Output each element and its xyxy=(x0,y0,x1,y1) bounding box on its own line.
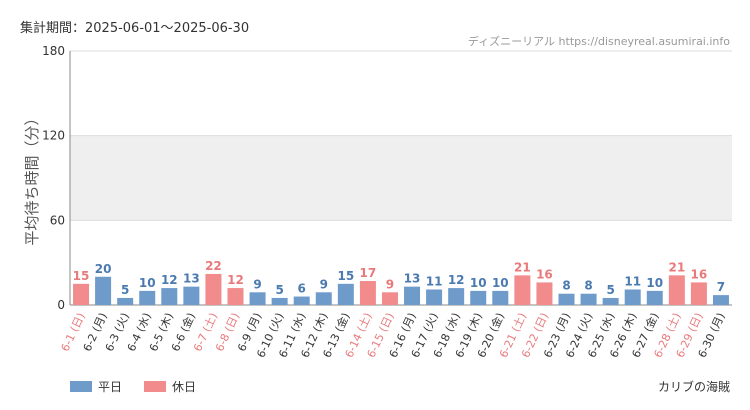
bar xyxy=(95,276,112,305)
bar xyxy=(668,275,685,305)
bar xyxy=(249,292,266,305)
data-label: 6 xyxy=(298,282,306,296)
data-label: 10 xyxy=(492,276,509,290)
data-label: 21 xyxy=(668,260,685,274)
bar xyxy=(426,289,443,305)
data-label: 10 xyxy=(646,276,663,290)
data-label: 11 xyxy=(426,274,443,288)
bar xyxy=(205,273,222,305)
legend-swatch-holiday xyxy=(144,381,167,392)
bar xyxy=(646,290,663,305)
data-label: 5 xyxy=(121,283,129,297)
period-label: 集計期間：2025-06-01～2025-06-30 xyxy=(20,21,250,36)
bar xyxy=(359,281,376,305)
bar xyxy=(161,288,178,305)
data-label: 9 xyxy=(386,277,394,291)
attraction-name: カリブの海賊 xyxy=(657,380,730,394)
data-label: 9 xyxy=(253,277,261,291)
data-label: 20 xyxy=(95,262,112,276)
bar xyxy=(536,282,553,305)
legend-item-holiday: 休日 xyxy=(144,378,196,395)
data-label: 15 xyxy=(337,269,354,283)
source-label: ディズニーリアル https://disneyreal.asumirai.inf… xyxy=(467,35,730,48)
bar xyxy=(337,283,354,305)
bar xyxy=(470,290,487,305)
bar xyxy=(558,293,575,305)
bar xyxy=(448,288,465,305)
bar xyxy=(514,275,531,305)
bar xyxy=(293,296,310,305)
data-label: 22 xyxy=(205,259,222,273)
data-label: 16 xyxy=(536,267,553,281)
y-tick-label: 60 xyxy=(50,213,65,227)
legend-label-holiday: 休日 xyxy=(172,380,197,394)
bar xyxy=(404,286,421,305)
data-label: 15 xyxy=(73,269,90,283)
legend-item-weekday: 平日 xyxy=(70,378,122,395)
legend-label-weekday: 平日 xyxy=(98,380,123,394)
data-label: 12 xyxy=(448,273,465,287)
bar xyxy=(183,286,200,305)
y-tick-label: 120 xyxy=(42,129,65,143)
legend-swatch-weekday xyxy=(70,381,92,392)
y-tick-label: 0 xyxy=(57,298,65,312)
data-label: 13 xyxy=(404,272,421,286)
bar xyxy=(602,297,619,305)
data-label: 8 xyxy=(562,279,570,293)
legend: 平日 休日 xyxy=(70,378,196,395)
bar xyxy=(117,297,134,305)
data-label: 12 xyxy=(161,273,178,287)
data-label: 11 xyxy=(624,274,641,288)
data-label: 8 xyxy=(584,279,592,293)
shaded-band xyxy=(70,135,732,221)
data-label: 9 xyxy=(320,277,328,291)
data-label: 5 xyxy=(606,283,614,297)
y-axis-title: 平均待ち時間（分） xyxy=(23,110,41,245)
bar xyxy=(381,292,398,305)
bar xyxy=(139,290,156,305)
data-label: 7 xyxy=(717,280,725,294)
bar xyxy=(690,282,707,305)
bar xyxy=(227,288,244,305)
data-label: 16 xyxy=(691,267,708,281)
data-label: 5 xyxy=(275,283,283,297)
data-label: 10 xyxy=(470,276,487,290)
bar xyxy=(271,297,288,305)
bar xyxy=(315,292,332,305)
data-label: 17 xyxy=(360,266,377,280)
bar xyxy=(73,283,90,305)
bar xyxy=(624,289,641,305)
data-label: 13 xyxy=(183,272,200,286)
data-label: 21 xyxy=(514,260,531,274)
bar xyxy=(712,295,729,305)
data-label: 12 xyxy=(227,273,244,287)
bar xyxy=(580,293,597,305)
bar xyxy=(492,290,509,305)
data-label: 10 xyxy=(139,276,156,290)
y-tick-label: 180 xyxy=(42,44,65,58)
